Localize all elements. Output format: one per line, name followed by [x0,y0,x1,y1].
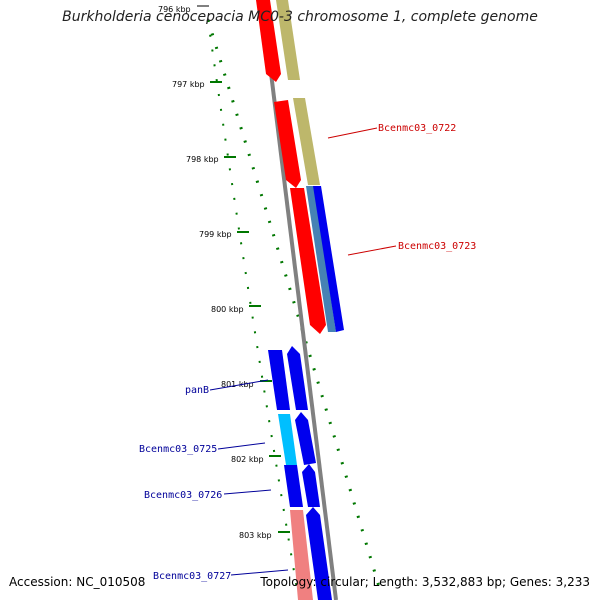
cds-forward-panB-b [287,346,308,410]
cds-forward-0726 [284,465,303,507]
ruler-tick-label: 800 kbp [211,305,244,314]
ruler-tick-label: 803 kbp [239,531,272,540]
gene-label[interactable]: Bcenmc03_0722 [378,123,456,134]
ruler-tick-label: 801 kbp [221,380,254,389]
leader-line [217,442,266,450]
cds-reverse-3 [290,188,326,334]
gc-track-inner [207,19,299,596]
leader-line [223,489,272,495]
leader-line [209,379,269,391]
gene-label[interactable]: panB [185,385,209,396]
cds-forward-0725b [295,412,316,465]
ruler-tick-label: 799 kbp [199,230,232,239]
ruler-tick-label: 798 kbp [186,155,219,164]
cds-reverse-light [290,510,313,600]
cds-reverse-1 [256,0,281,82]
cds-forward-0725 [278,414,297,465]
leader-line [347,245,397,256]
map-title: Burkholderia cenocepacia MC0-3 chromosom… [62,9,538,25]
feature-olive-2 [293,98,320,185]
ruler-tick-label: 797 kbp [172,80,205,89]
leader-line [230,569,289,576]
gene-label[interactable]: Bcenmc03_0727 [153,571,231,582]
gene-label[interactable]: Bcenmc03_0723 [398,241,476,252]
ruler: 796 kbp 797 kbp 798 kbp 799 kbp 800 kbp … [158,5,290,540]
genome-summary: Topology: circular; Length: 3,532,883 bp… [260,575,590,589]
feature-steelblue [306,186,336,332]
gene-label[interactable]: Bcenmc03_0725 [139,444,217,455]
cds-reverse-2 [274,100,301,188]
backbone-line [260,0,338,600]
gene-label[interactable]: Bcenmc03_0726 [144,490,222,501]
cds-forward-0727 [306,507,332,600]
ruler-tick-label: 796 kbp [158,5,191,14]
cds-forward-0726b [302,464,320,507]
cds-forward-panB-a [268,350,290,410]
accession-label: Accession: NC_010508 [9,575,146,589]
cds-forward-1 [313,186,344,332]
feature-olive-1 [276,0,300,80]
ruler-tick-label: 802 kbp [231,455,264,464]
leader-line [327,127,378,139]
